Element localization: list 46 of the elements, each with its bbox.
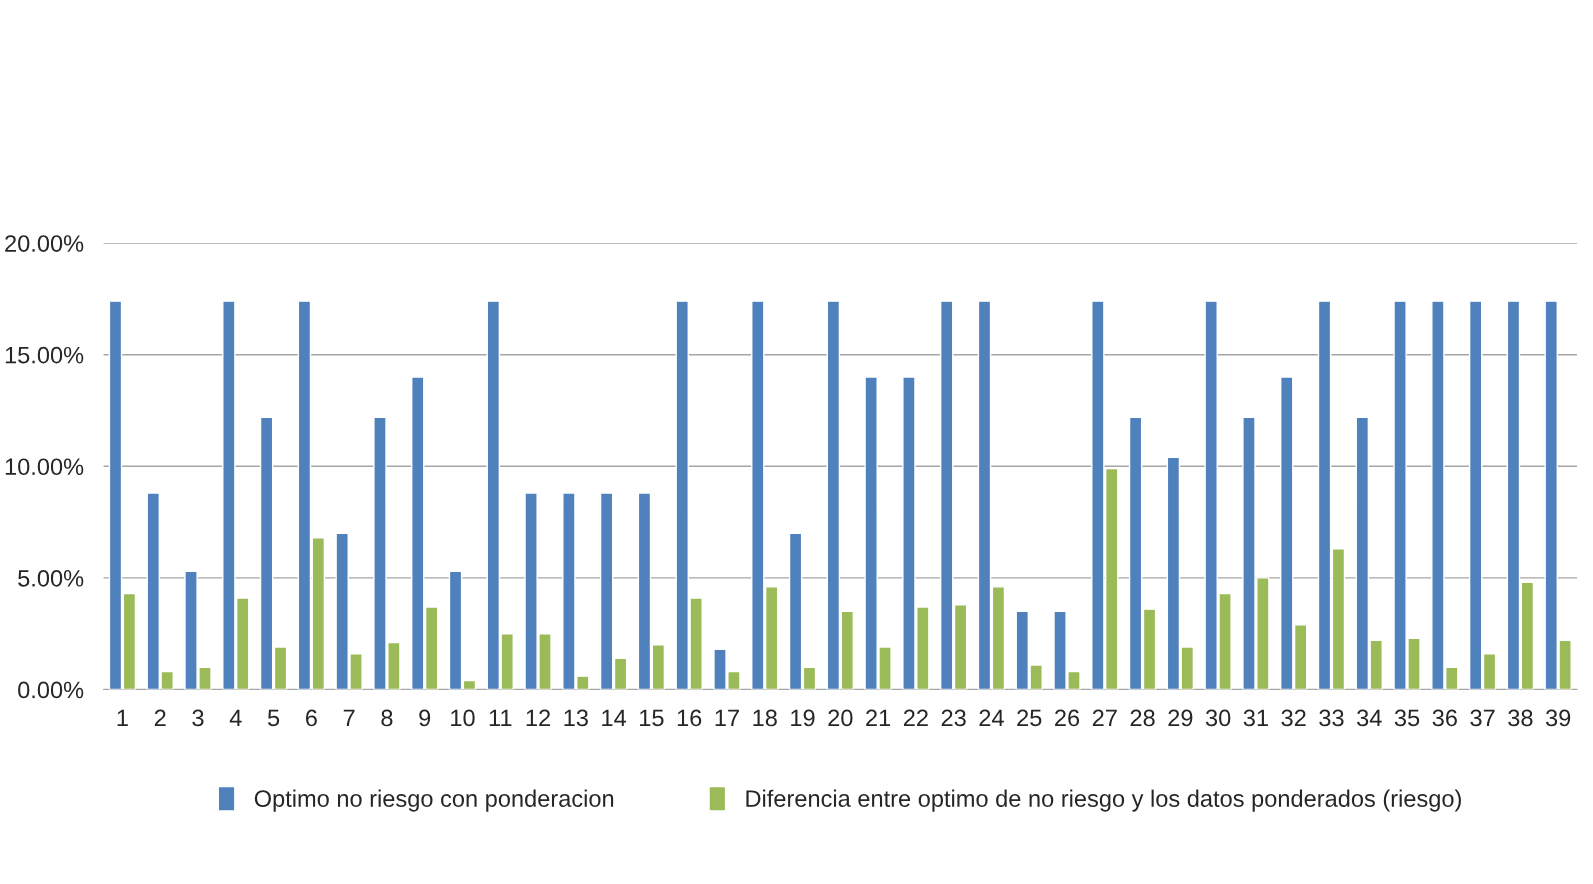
x-tick-label: 18 [753,709,777,727]
x-tick-label: 10 [451,709,475,727]
x-tick-label: 4 [229,709,242,727]
x-tick-label: 17 [715,709,739,727]
x-tick-label: 1 [117,709,128,727]
x-tick-label: 20 [828,709,853,727]
x-tick-label: 35 [1394,709,1420,727]
x-tick-label: 30 [1205,709,1231,727]
x-tick-label: 12 [526,709,550,727]
x-tick-label: 7 [343,709,355,727]
x-tick-label: 39 [1545,709,1571,727]
x-tick-label: 24 [979,709,1004,727]
x-tick-label: 28 [1130,709,1155,727]
x-tick-label: 16 [677,709,702,727]
x-tick-label: 8 [381,709,393,727]
x-tick-label: 23 [941,709,966,727]
x-tick-label: 31 [1243,709,1268,727]
x-tick-label: 34 [1357,709,1382,727]
x-tick-label: 15 [640,709,664,727]
y-tick-label: 0.00% [18,681,84,699]
y-tick-label: 15.00% [5,346,84,364]
y-tick-label: 10.00% [5,458,84,476]
x-tick-label: 26 [1055,709,1080,727]
x-tick-label: 9 [419,709,431,727]
x-tick-label: 32 [1281,709,1306,727]
x-tick-label: 3 [192,709,204,727]
x-tick-label: 37 [1470,709,1495,727]
x-tick-label: 11 [489,709,512,727]
x-tick-label: 14 [602,709,627,727]
x-tick-label: 21 [866,709,891,727]
x-tick-label: 38 [1508,709,1533,727]
x-tick-label: 5 [267,709,280,727]
x-tick-label: 22 [903,709,928,727]
x-tick-label: 36 [1432,709,1457,727]
x-tick-label: 27 [1092,709,1117,727]
y-tick-label: 5.00% [18,569,84,587]
x-tick-label: 6 [305,709,317,727]
x-tick-label: 33 [1319,709,1344,727]
x-tick-label: 13 [564,709,588,727]
x-tick-label: 19 [791,709,815,727]
x-tick-label: 29 [1168,709,1193,727]
y-tick-label: 20.00% [5,235,84,252]
x-tick-label: 2 [154,709,166,727]
legend-label: Optimo no riesgo con ponderacion [254,789,614,812]
x-tick-label: 25 [1017,709,1042,727]
legend-label: Diferencia entre optimo de no riesgo y los datos ponderados (riesgo) [746,789,1461,812]
